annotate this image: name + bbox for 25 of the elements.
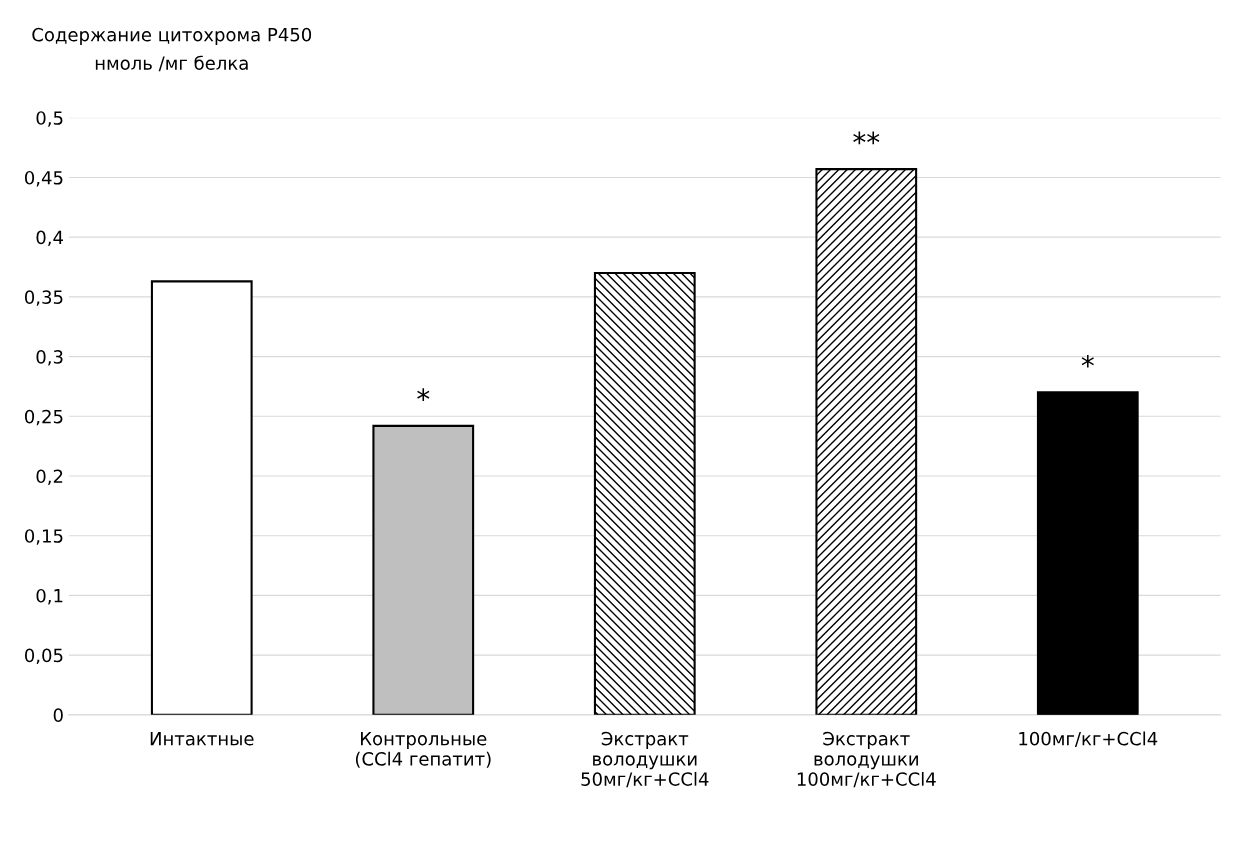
- x-tick-label: Интактные: [150, 732, 254, 746]
- y-tick-label: 0,1: [36, 588, 63, 605]
- x-tick-label: Экстракт володушки 100мг/кг+CCl4: [797, 731, 936, 788]
- y-tick-label: 0: [53, 708, 63, 722]
- y-tick-label: 0,3: [36, 350, 63, 366]
- bar: [815, 168, 918, 715]
- y-tick-label: 0,5: [36, 111, 63, 127]
- y-tick-label: 0,25: [24, 409, 63, 426]
- annotation: *: [1081, 354, 1094, 368]
- y-tick-label: 0,45: [24, 170, 63, 187]
- x-tick-label: 100мг/кг+CCl4: [1019, 731, 1158, 747]
- y-tick-label: 0,15: [24, 529, 63, 545]
- bar: [593, 271, 696, 715]
- annotation: **: [853, 131, 880, 145]
- annotation: *: [417, 388, 430, 402]
- y-tick-label: 0,4: [36, 230, 63, 247]
- x-tick-label: Контрольные (CCl4 гепатит): [355, 732, 491, 768]
- y-tick-label: 0,2: [36, 469, 63, 485]
- y-tick-label: 0,35: [24, 290, 63, 306]
- bar: [1036, 391, 1139, 715]
- y-axis-title: Содержание цитохрома P450 нмоль /мг белка: [32, 27, 312, 72]
- bar: [150, 280, 253, 715]
- x-tick-label: Экстракт володушки 50мг/кг+CCl4: [581, 731, 709, 788]
- y-tick-label: 0,05: [24, 648, 63, 665]
- bar: [372, 424, 475, 715]
